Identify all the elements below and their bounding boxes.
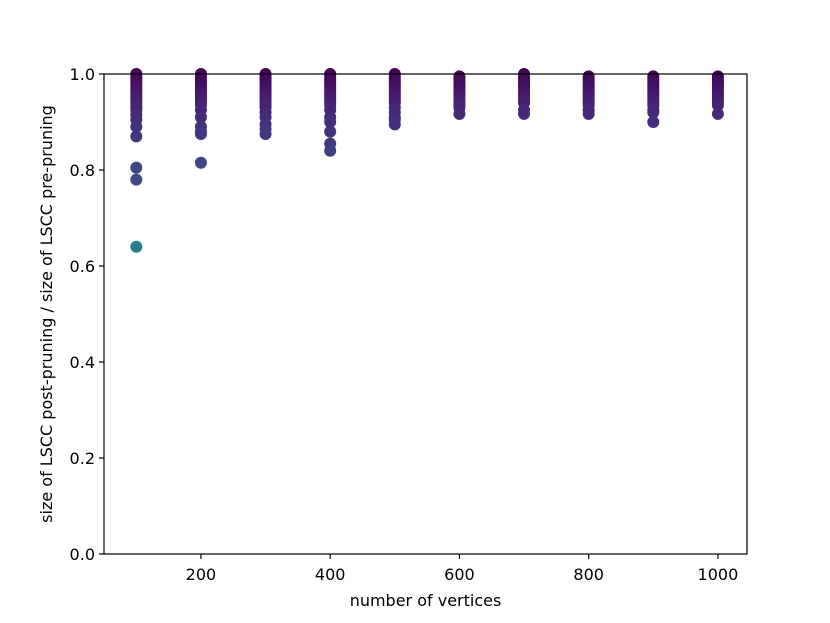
data-point <box>711 107 724 120</box>
x-tick-label: 200 <box>186 565 217 584</box>
data-point <box>194 111 207 124</box>
data-point <box>324 144 337 157</box>
x-axis-label: number of vertices <box>350 591 502 610</box>
data-point <box>518 107 531 120</box>
y-tick-label: 0.6 <box>70 257 95 276</box>
data-point <box>324 125 337 138</box>
y-tick-label: 0.4 <box>70 353 95 372</box>
y-axis-label: size of LSCC post-pruning / size of LSCC… <box>37 105 56 523</box>
data-point <box>324 116 337 128</box>
plot-frame <box>103 73 748 555</box>
y-tick-label: 0.0 <box>70 545 95 564</box>
data-point <box>582 107 595 120</box>
data-point <box>647 116 660 128</box>
data-point <box>194 128 207 140</box>
data-point <box>259 128 272 140</box>
x-tick-label: 400 <box>315 565 346 584</box>
y-axis-ticks: 0.0 0.2 0.4 0.6 0.8 1.0 <box>70 65 104 564</box>
x-tick-label: 1000 <box>698 565 739 584</box>
data-point <box>130 130 143 143</box>
data-points <box>130 68 724 253</box>
data-point <box>194 156 207 169</box>
data-point <box>130 240 143 253</box>
x-axis-ticks: 200 400 600 800 1000 <box>186 554 739 584</box>
y-tick-label: 1.0 <box>70 65 95 84</box>
data-point <box>130 173 143 186</box>
data-point <box>130 161 143 174</box>
data-point <box>453 107 466 120</box>
y-tick-label: 0.8 <box>70 161 95 180</box>
data-point <box>711 99 724 112</box>
y-tick-label: 0.2 <box>70 449 95 468</box>
data-point <box>388 118 401 131</box>
data-point <box>130 120 143 133</box>
data-point <box>647 106 660 119</box>
x-tick-label: 800 <box>573 565 604 584</box>
x-tick-label: 600 <box>444 565 475 584</box>
